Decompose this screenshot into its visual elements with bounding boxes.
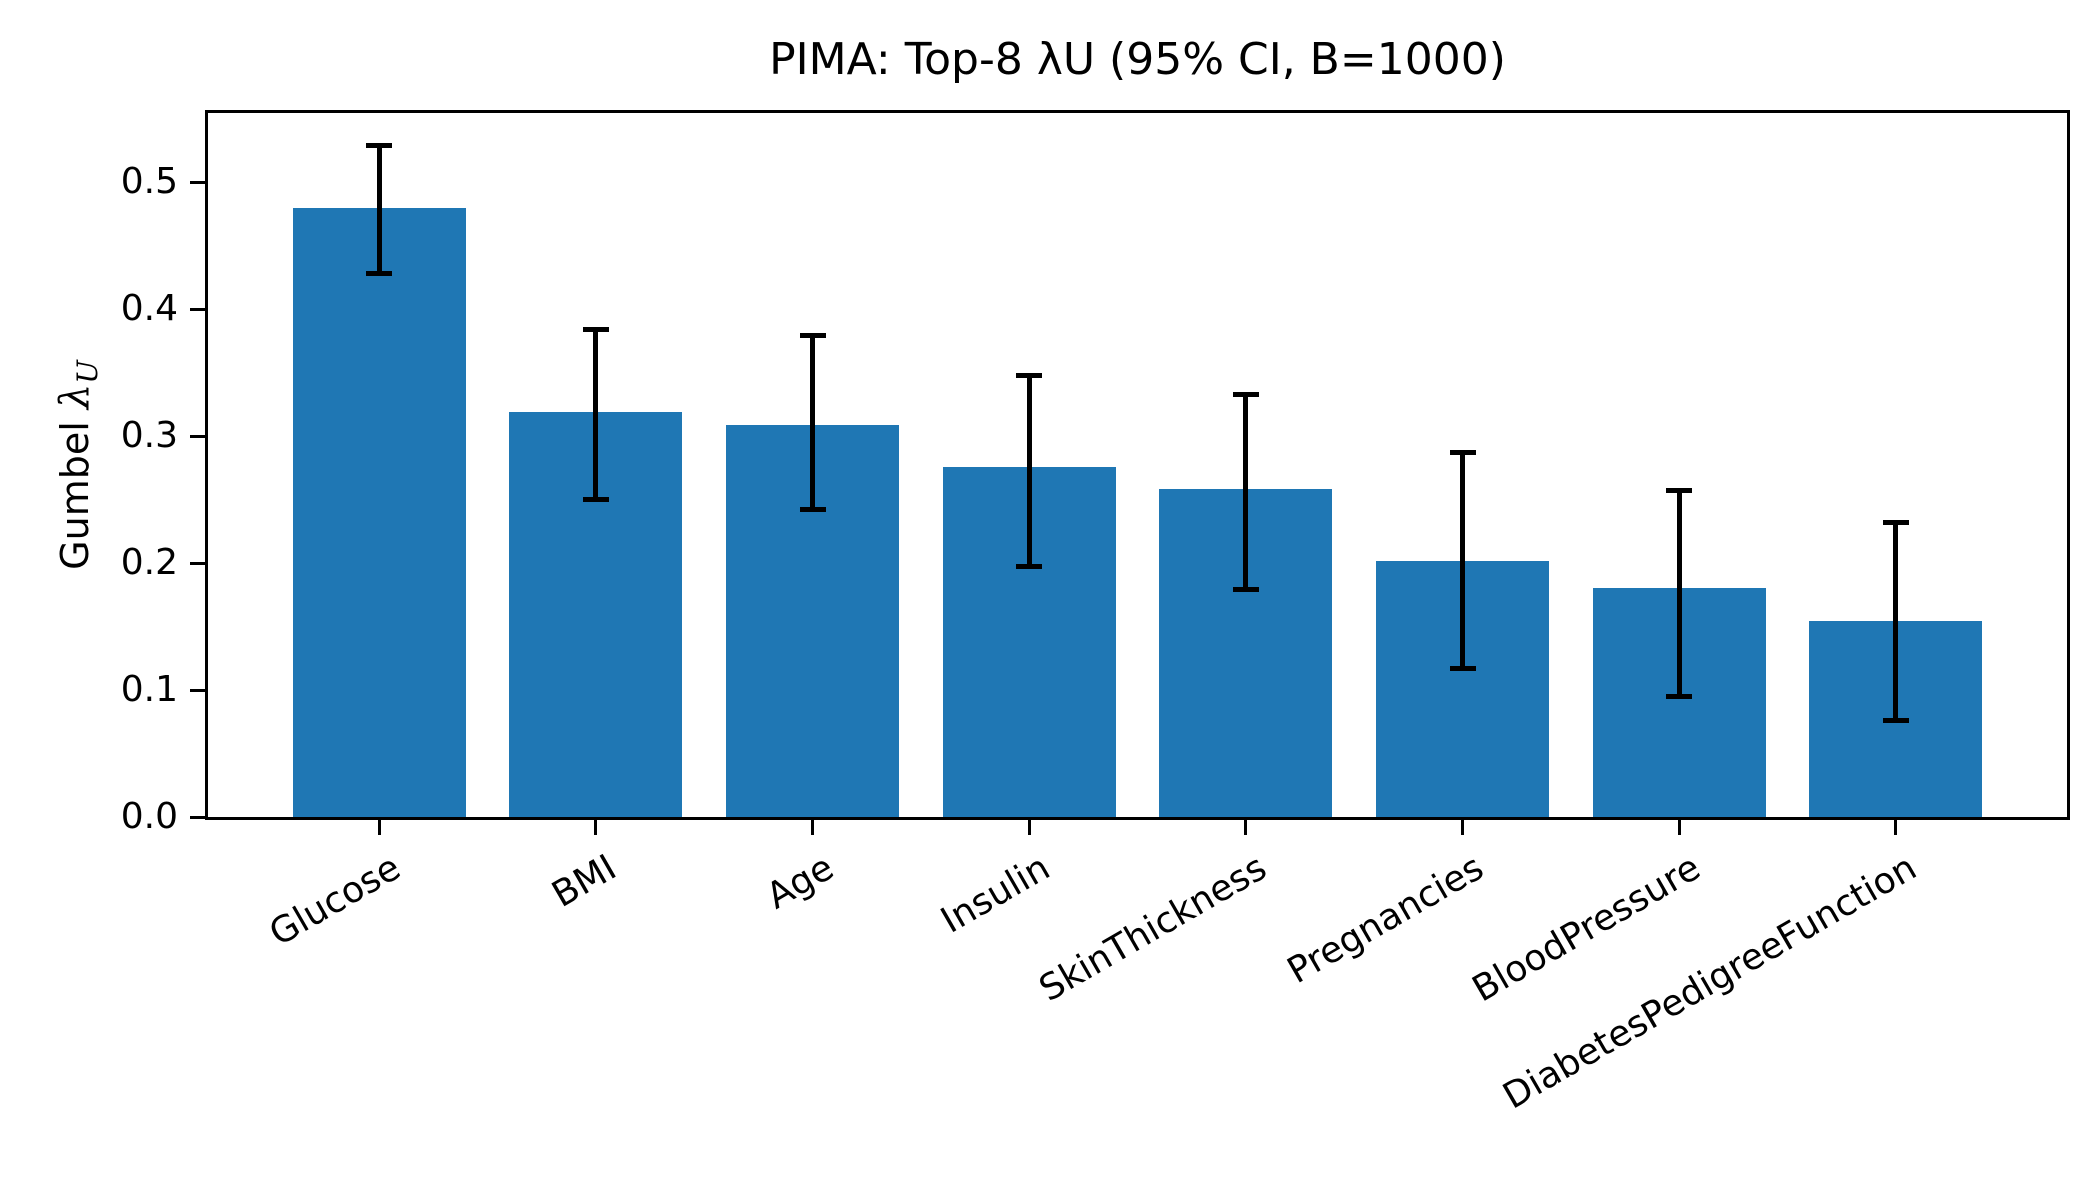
errorbar-age xyxy=(810,335,815,510)
errorbar-cap-bottom-insulin xyxy=(1016,564,1043,570)
y-tick-label: 0.0 xyxy=(120,796,178,837)
y-tick-label: 0.3 xyxy=(120,415,178,457)
x-tick-mark xyxy=(1461,820,1464,835)
errorbar-cap-top-bloodpressure xyxy=(1666,488,1693,494)
errorbar-cap-top-glucose xyxy=(366,142,393,148)
errorbar-glucose xyxy=(376,145,382,274)
errorbar-insulin xyxy=(1026,375,1032,567)
y-tick-label: 0.4 xyxy=(120,288,178,330)
y-tick-label: 0.1 xyxy=(120,669,178,711)
errorbar-cap-bottom-bmi xyxy=(582,497,609,503)
errorbar-diabetespedigreefunction xyxy=(1893,522,1899,721)
errorbar-cap-bottom-diabetespedigreefunction xyxy=(1882,718,1909,723)
plot-area xyxy=(205,110,2070,820)
errorbar-cap-top-skinthickness xyxy=(1232,391,1259,397)
x-tick-mark xyxy=(377,820,381,835)
x-tick-mark xyxy=(1027,820,1031,835)
errorbar-cap-top-bmi xyxy=(582,326,609,332)
y-tick-mark xyxy=(190,307,205,311)
errorbar-cap-bottom-skinthickness xyxy=(1232,587,1259,593)
errorbar-cap-top-pregnancies xyxy=(1449,450,1476,456)
y-tick-label: 0.5 xyxy=(120,161,178,203)
errorbar-cap-bottom-bloodpressure xyxy=(1666,693,1693,699)
chart-title: PIMA: Top-8 λU (95% CI, B=1000) xyxy=(769,34,1506,85)
x-tick-mark xyxy=(1894,820,1898,835)
x-tick-label-age: Age xyxy=(759,847,841,918)
x-tick-label-diabetespedigreefunction: DiabetesPedigreeFunction xyxy=(1496,847,1924,1118)
errorbar-cap-top-diabetespedigreefunction xyxy=(1882,519,1909,525)
errorbar-cap-bottom-glucose xyxy=(366,271,393,277)
x-tick-label-bmi: BMI xyxy=(545,847,624,916)
errorbar-cap-top-insulin xyxy=(1016,372,1043,378)
y-tick-label: 0.2 xyxy=(120,542,178,584)
x-tick-label-pregnancies: Pregnancies xyxy=(1280,847,1491,992)
x-tick-mark xyxy=(811,820,814,835)
errorbar-cap-top-age xyxy=(799,333,826,339)
y-tick-mark xyxy=(190,688,205,692)
y-tick-mark xyxy=(190,434,205,438)
x-tick-mark xyxy=(594,820,598,835)
bar-glucose xyxy=(292,207,466,817)
x-tick-label-skinthickness: SkinThickness xyxy=(1032,847,1274,1010)
errorbar-cap-bottom-pregnancies xyxy=(1449,665,1476,671)
y-axis-label-symbol: λ xyxy=(52,383,99,410)
x-tick-label-insulin: Insulin xyxy=(934,847,1058,942)
errorbar-skinthickness xyxy=(1243,394,1249,590)
errorbar-cap-bottom-age xyxy=(799,507,826,513)
errorbar-bloodpressure xyxy=(1676,490,1682,697)
errorbar-pregnancies xyxy=(1460,452,1465,669)
x-tick-label-glucose: Glucose xyxy=(262,847,408,955)
y-tick-mark xyxy=(190,815,205,819)
y-axis-label-subscript: U xyxy=(70,360,104,384)
x-tick-mark xyxy=(1677,820,1681,835)
errorbar-bmi xyxy=(593,329,599,500)
y-tick-mark xyxy=(190,561,205,565)
x-tick-mark xyxy=(1244,820,1248,835)
y-tick-mark xyxy=(190,180,205,184)
y-axis-label: Gumbel λU xyxy=(52,360,104,570)
